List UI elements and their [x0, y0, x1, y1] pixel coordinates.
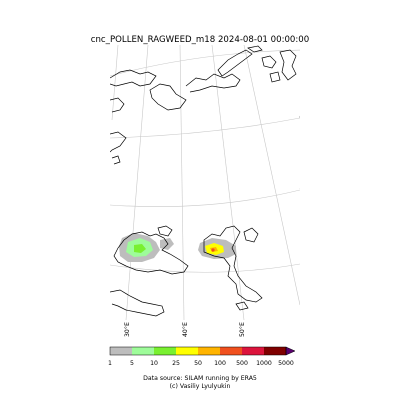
map-title: cnc_POLLEN_RAGWEED_m18 2024-08-01 00:00:…: [90, 35, 310, 45]
colorbar: [109, 346, 296, 356]
parallel-60n: [110, 117, 300, 139]
colorbar-extend-arrow: [285, 346, 296, 356]
colorbar-segment: [110, 347, 132, 355]
colorbar-tick-label: 5000: [278, 360, 294, 367]
lat-label-70n: 70°N: [299, 42, 317, 55]
parallel-40n: [110, 263, 300, 273]
lon-label-30e: 30°E: [123, 322, 131, 337]
colorbar-segment: [242, 347, 264, 355]
meridian-60e: [243, 45, 300, 306]
pollen-field-west: [119, 233, 174, 262]
parallel-50n: [110, 189, 300, 207]
meridian-50e: [211, 45, 245, 321]
colorbar-segment: [132, 347, 154, 355]
colorbar-tick-label: 100: [214, 360, 226, 367]
colorbar-tick-label: 500: [236, 360, 248, 367]
colorbar-segment: [154, 347, 176, 355]
lon-label-50e: 50°E: [238, 322, 246, 337]
lon-label-40e: 40°E: [181, 322, 189, 337]
data-source-text: Data source: SILAM running by ERA5: [143, 375, 257, 382]
colorbar-segment: [176, 347, 198, 355]
credit-text: (c) Vasiliy Lyulyukin: [169, 383, 231, 390]
lat-label-50n: 50°N: [299, 184, 316, 195]
lat-label-40n: 40°N: [299, 259, 316, 269]
coastlines: [110, 45, 297, 317]
colorbar-tick-label: 1: [108, 360, 112, 367]
colorbar-tick-label: 10: [150, 360, 158, 367]
lat-label-60n: 60°N: [299, 110, 316, 122]
parallel-70n: [110, 49, 300, 77]
colorbar-outline: [109, 346, 287, 356]
colorbar-segment: [198, 347, 220, 355]
meridian-20e: [111, 45, 119, 121]
meridian-30e: [125, 45, 149, 321]
colorbar-tick-label: 25: [172, 360, 180, 367]
colorbar-tick-label: 50: [194, 360, 202, 367]
colorbar-tick-label: 5: [130, 360, 134, 367]
meridian-40e: [179, 45, 185, 321]
colorbar-segment: [220, 347, 242, 355]
colorbar-segment: [264, 347, 286, 355]
colorbar-tick-label: 1000: [256, 360, 272, 367]
